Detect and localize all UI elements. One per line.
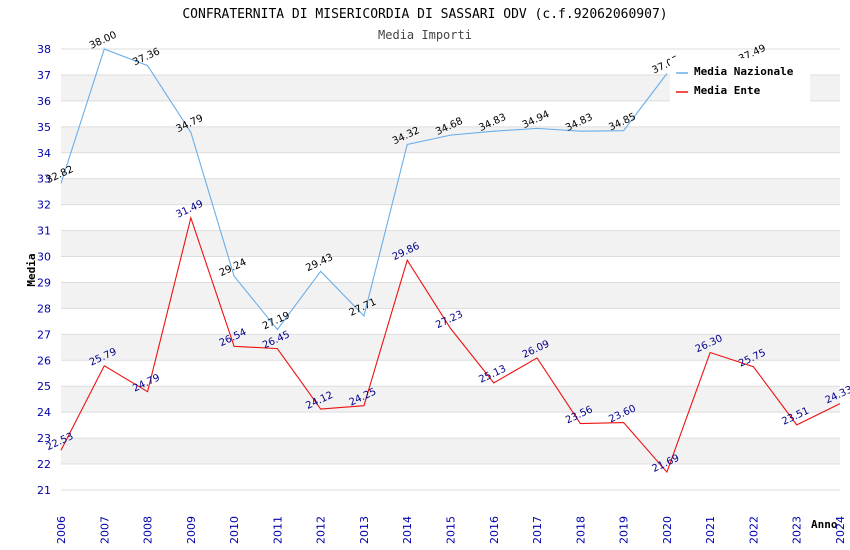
x-tick-label: 2017 xyxy=(531,516,544,544)
grid-bands xyxy=(61,49,840,490)
x-tick-label: 2016 xyxy=(488,516,501,544)
series-line-ente xyxy=(60,215,841,474)
legend: Media Nazionale Media Ente xyxy=(670,58,810,102)
x-tick-label: 2011 xyxy=(271,516,284,544)
x-tick-label: 2015 xyxy=(445,516,458,544)
grid-band xyxy=(61,464,840,490)
y-tick-label: 30 xyxy=(37,251,51,264)
grid-band xyxy=(61,360,840,387)
grid-band xyxy=(61,100,840,127)
y-axis-label: Media xyxy=(25,253,38,286)
y-tick-label: 23 xyxy=(37,432,51,445)
x-tick-label: 2007 xyxy=(98,516,111,544)
grid-band xyxy=(61,334,840,361)
grid-band xyxy=(61,178,840,205)
y-tick-label: 21 xyxy=(37,484,51,497)
series-group xyxy=(60,49,841,474)
legend-label-ente: Media Ente xyxy=(694,84,761,97)
x-tick-label: 2019 xyxy=(618,516,631,544)
y-tick-label: 37 xyxy=(37,69,51,82)
x-tick-label: 2013 xyxy=(358,516,371,544)
y-tick-label: 36 xyxy=(37,95,51,108)
y-tick-label: 22 xyxy=(37,458,51,471)
chart-subtitle: Media Importi xyxy=(378,28,472,42)
x-tick-label: 2023 xyxy=(791,516,804,544)
data-label-nazionale: 38.00 xyxy=(88,30,119,52)
x-tick-label: 2014 xyxy=(401,516,414,544)
grid-band xyxy=(61,256,840,283)
y-tick-label: 31 xyxy=(37,225,51,238)
x-tick-label: 2010 xyxy=(228,516,241,544)
y-tick-label: 27 xyxy=(37,328,51,341)
legend-label-nazionale: Media Nazionale xyxy=(694,65,794,78)
grid-band xyxy=(61,412,840,439)
x-tick-label: 2018 xyxy=(574,516,587,544)
grid-band xyxy=(61,152,840,179)
grid-band xyxy=(61,230,840,257)
x-tick-label: 2012 xyxy=(315,516,328,544)
x-tick-label: 2021 xyxy=(704,516,717,544)
x-tick-label: 2009 xyxy=(185,516,198,544)
x-ticks: 2006 2007 2008 2009 2010 2011 2012 2013 2014 2015… xyxy=(55,516,847,544)
x-tick-label: 2008 xyxy=(142,516,155,544)
grid-band xyxy=(61,386,840,413)
chart-title: CONFRATERNITA DI MISERICORDIA DI SASSARI… xyxy=(182,7,667,22)
y-tick-label: 35 xyxy=(37,121,51,134)
grid-band xyxy=(61,282,840,309)
x-tick-label: 2022 xyxy=(747,516,760,544)
y-tick-label: 29 xyxy=(37,276,51,289)
x-axis-label: Anno xyxy=(811,518,838,531)
y-tick-label: 28 xyxy=(37,302,51,315)
x-tick-label: 2006 xyxy=(55,516,68,544)
y-tick-label: 26 xyxy=(37,354,51,367)
grid-band xyxy=(61,438,840,465)
grid-band xyxy=(61,308,840,335)
y-ticks: 21 22 23 24 25 26 27 28 29 30 31 32 33 34 35 36 37 38 xyxy=(37,43,51,497)
grid-band xyxy=(61,126,840,153)
x-tick-label: 2024 xyxy=(834,516,847,544)
y-tick-label: 34 xyxy=(37,147,51,160)
gridlines xyxy=(61,48,840,491)
y-tick-label: 25 xyxy=(37,380,51,393)
y-tick-label: 32 xyxy=(37,199,51,212)
y-tick-label: 33 xyxy=(37,173,51,186)
legend-box xyxy=(670,58,810,102)
x-tick-label: 2020 xyxy=(661,516,674,544)
y-tick-label: 38 xyxy=(37,43,51,56)
y-tick-label: 24 xyxy=(37,406,51,419)
